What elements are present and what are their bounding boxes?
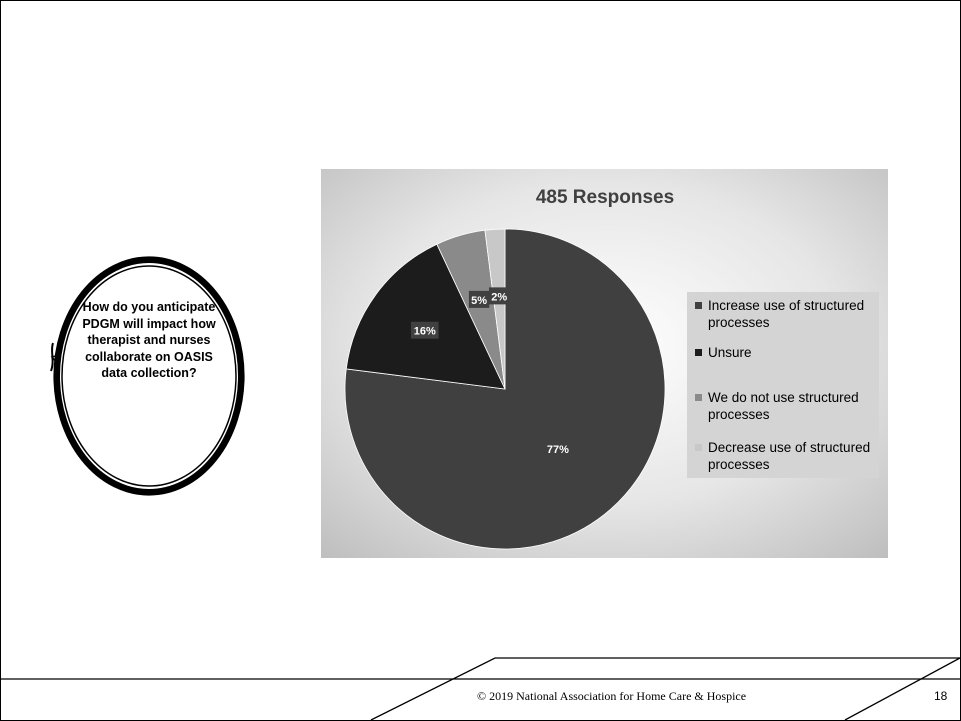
data-label-background	[544, 440, 572, 458]
legend-label: We do not use structured processes	[708, 390, 859, 422]
data-label-background	[488, 287, 510, 305]
page-number: 18	[934, 689, 948, 703]
legend-swatch	[695, 302, 702, 309]
data-label: 16%	[414, 326, 436, 338]
pie-chart: 77% 16% 5% 2%	[344, 228, 666, 550]
data-label: 2%	[491, 291, 507, 303]
footer-copyright: © 2019 National Association for Home Car…	[477, 689, 747, 703]
chart-legend: Increase use of structured processes Uns…	[687, 292, 879, 478]
pie-slice	[345, 243, 506, 390]
legend-swatch	[695, 444, 702, 451]
question-callout: How do you anticipate PDGM will impact h…	[49, 251, 249, 501]
data-label-background	[410, 321, 439, 339]
callout-ring	[50, 256, 245, 496]
chart-title: 485 Responses	[536, 187, 674, 208]
data-label: 77%	[547, 444, 569, 456]
legend-swatch	[695, 349, 702, 356]
footer-parallelogram	[370, 657, 960, 720]
question-text: How do you anticipate PDGM will impact h…	[82, 300, 216, 380]
legend-label: Decrease use of structured processes	[708, 440, 871, 472]
data-label: 5%	[471, 295, 487, 307]
footer-parallelogram-edge	[844, 657, 960, 720]
legend-swatch	[695, 394, 702, 401]
legend-label: Unsure	[708, 345, 752, 360]
data-label-background	[468, 290, 490, 308]
legend-label: Increase use of structured processes	[708, 298, 865, 330]
pie-slice	[484, 228, 506, 390]
